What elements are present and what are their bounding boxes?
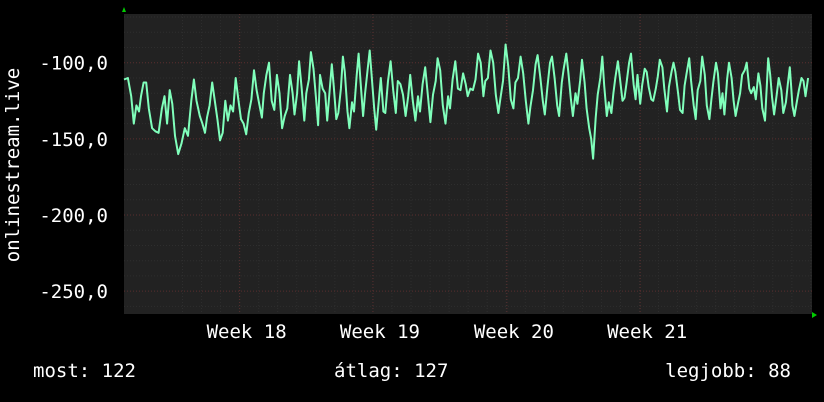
y-axis-label: onlinestream.live (2, 67, 24, 263)
y-axis-arrow (122, 7, 126, 12)
x-tick-label: Week 21 (607, 321, 687, 343)
y-axis-label-wrap: onlinestream.live (0, 0, 24, 314)
x-tick-label: Week 19 (340, 321, 420, 343)
y-tick-label: -150,0 (39, 129, 108, 151)
stat-average: átlag: 127 (334, 360, 449, 382)
x-axis-arrow (812, 312, 817, 318)
x-tick-label: Week 20 (474, 321, 554, 343)
x-tick-label: Week 18 (207, 321, 287, 343)
stats-footer: most: 122 átlag: 127 legjobb: 88 (0, 360, 824, 390)
y-tick-label: -100,0 (39, 53, 108, 75)
data-line-series-1 (123, 43, 810, 160)
stat-maximum: legjobb: 88 (665, 360, 791, 382)
y-tick-label: -200,0 (39, 205, 108, 227)
stat-current: most: 122 (33, 360, 136, 382)
y-tick-label: -250,0 (39, 281, 108, 303)
